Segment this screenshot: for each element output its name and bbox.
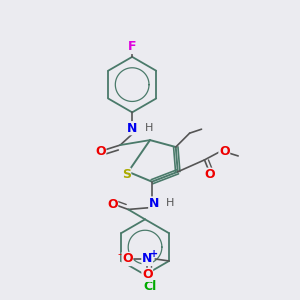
Text: S: S bbox=[122, 168, 131, 181]
Text: O: O bbox=[122, 253, 133, 266]
Text: O: O bbox=[95, 146, 106, 158]
Text: O: O bbox=[107, 198, 118, 211]
Text: +: + bbox=[150, 249, 158, 259]
Text: N: N bbox=[149, 197, 159, 210]
Text: -: - bbox=[118, 249, 122, 259]
Text: N: N bbox=[127, 122, 137, 135]
Text: H: H bbox=[166, 199, 174, 208]
Text: O: O bbox=[204, 168, 215, 181]
Text: F: F bbox=[128, 40, 136, 53]
Text: Cl: Cl bbox=[143, 280, 157, 293]
Text: N: N bbox=[142, 253, 152, 266]
Text: O: O bbox=[142, 268, 153, 281]
Text: O: O bbox=[219, 146, 230, 158]
Text: H: H bbox=[145, 123, 153, 133]
